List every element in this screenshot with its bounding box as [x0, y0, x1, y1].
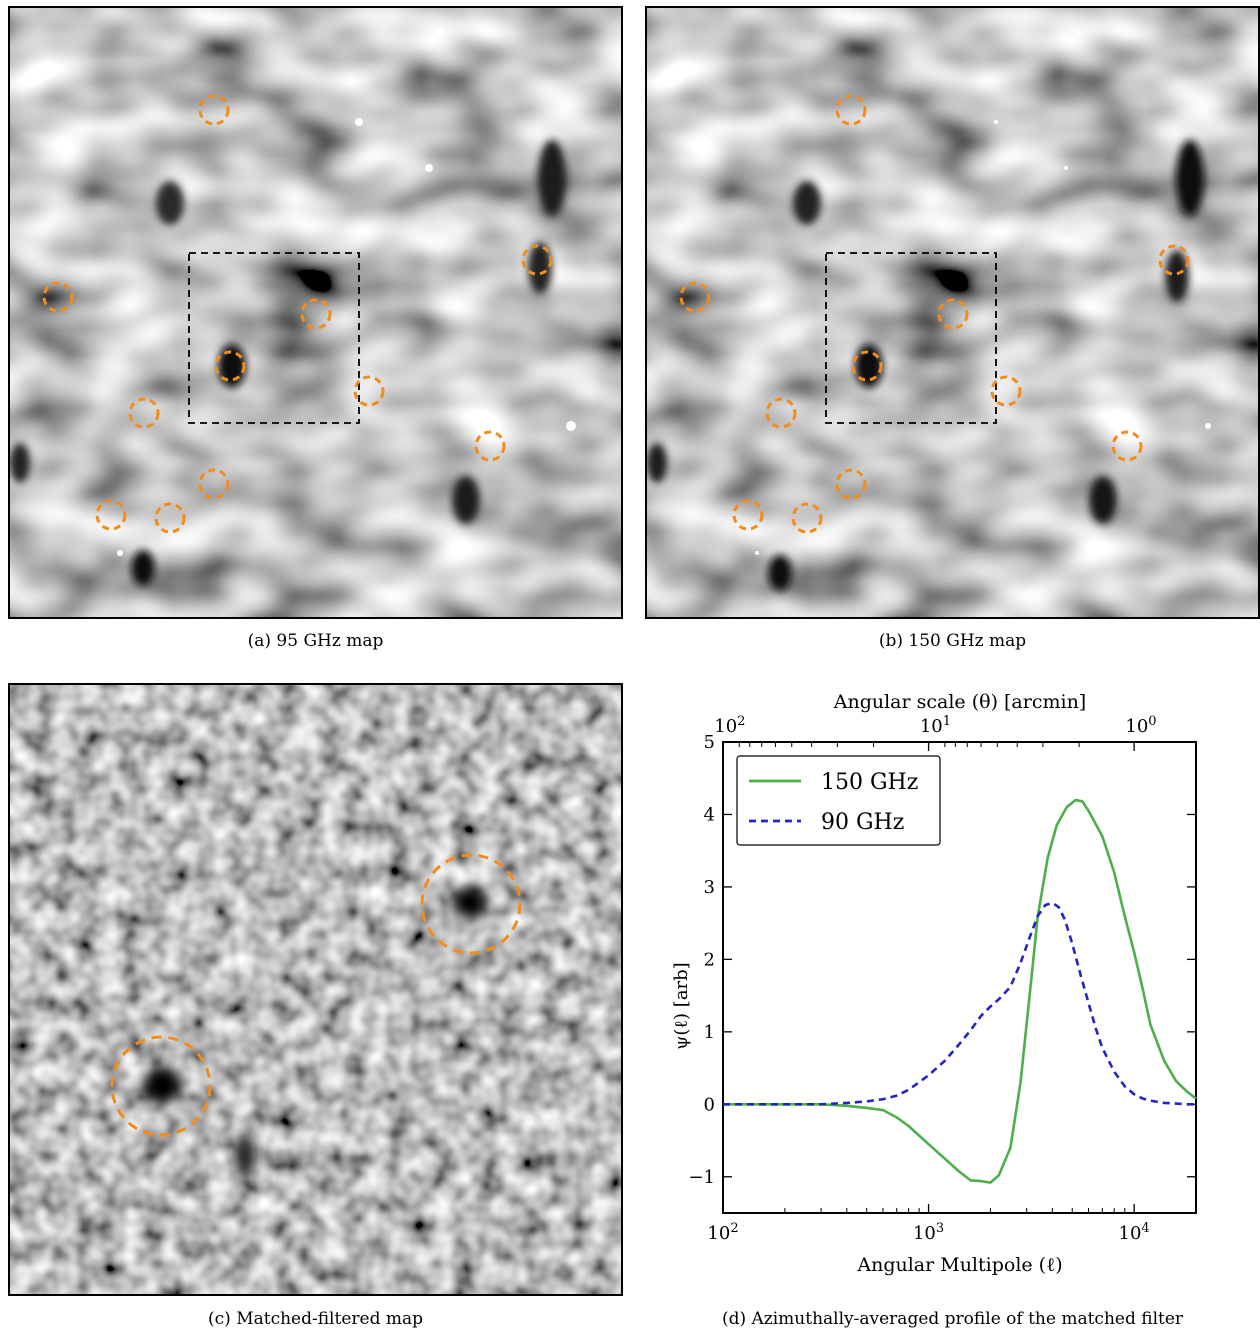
caption-c: (c) Matched-filtered map	[208, 1309, 423, 1329]
caption-d: (d) Azimuthally-averaged profile of the …	[721, 1309, 1184, 1329]
cluster-markers-150	[679, 94, 1190, 534]
legend-label: 150 GHz	[821, 770, 918, 795]
panel-filter-profile: Angular scale (θ) [arcmin] Angular Multi…	[645, 683, 1260, 1296]
map-150ghz-image	[647, 8, 1258, 617]
x-axis-label: Angular Multipole (ℓ)	[856, 1254, 1062, 1276]
plot-frame	[722, 741, 1197, 1214]
top-tick-label: 100	[1125, 714, 1156, 737]
cluster-markers-95	[42, 94, 553, 534]
y-tick-label: 0	[704, 1094, 715, 1115]
x-tick-label: 104	[1119, 1221, 1150, 1244]
map-95ghz-image	[10, 8, 621, 617]
panel-150ghz	[645, 6, 1260, 619]
bright-points-150	[755, 29, 1211, 555]
series-line-150ghz	[723, 798, 1197, 1184]
top-axis-label: Angular scale (θ) [arcmin]	[833, 691, 1086, 713]
filtered-sources	[144, 723, 486, 1177]
y-tick-label: 5	[704, 732, 715, 753]
series-line-90ghz	[723, 901, 1196, 1106]
panel-matched-filtered	[8, 683, 623, 1296]
legend-box	[736, 755, 941, 846]
y-tick-label: −1	[688, 1167, 715, 1188]
y-tick-label: 3	[704, 877, 715, 898]
x-tick-label: 102	[707, 1221, 738, 1244]
x-tick-label: 103	[913, 1221, 944, 1244]
y-tick-label: 1	[704, 1022, 715, 1043]
top-tick-label: 101	[920, 714, 951, 737]
cluster-markers-filtered	[110, 853, 522, 1137]
map-matched-filtered	[8, 683, 623, 1296]
map-matched-filtered-image	[10, 685, 621, 1294]
y-tick-label: 2	[704, 949, 715, 970]
y-tick-label: 4	[704, 804, 715, 825]
y-axis-label: ψ(ℓ) [arb]	[671, 962, 692, 1049]
bright-points-95	[117, 27, 576, 556]
filter-profile-chart: Angular scale (θ) [arcmin] Angular Multi…	[671, 691, 1197, 1276]
dark-sources-95	[10, 140, 566, 586]
legend-label: 90 GHz	[821, 810, 904, 835]
zoom-box-95	[188, 252, 360, 424]
caption-a: (a) 95 GHz map	[247, 631, 384, 651]
map-150ghz	[645, 6, 1260, 619]
caption-b: (b) 150 GHz map	[878, 631, 1027, 651]
top-tick-label: 102	[714, 714, 745, 737]
panel-95ghz	[8, 6, 623, 619]
zoom-box-150	[825, 252, 997, 424]
map-95ghz	[8, 6, 623, 619]
